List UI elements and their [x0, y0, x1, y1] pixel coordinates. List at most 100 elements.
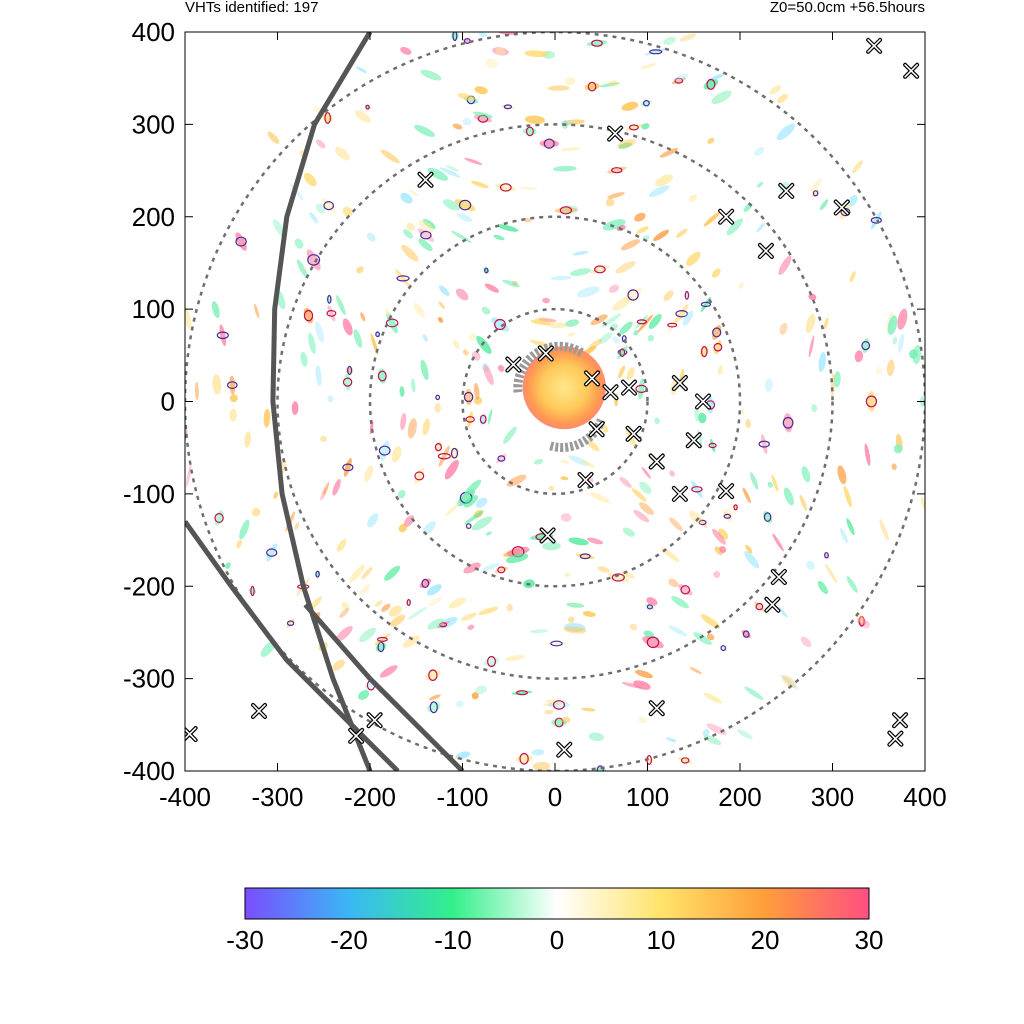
- range-ring: [276, 123, 834, 680]
- field-speckle: [366, 232, 376, 242]
- range-rings: [185, 32, 925, 771]
- field-speckle: [457, 213, 473, 223]
- field-speckle: [717, 365, 724, 376]
- contour-loop: [365, 104, 370, 110]
- contour-loop: [522, 774, 532, 779]
- field-speckle: [764, 378, 773, 392]
- field-speckle: [587, 537, 604, 545]
- contour-loop: [691, 486, 703, 493]
- field-speckle: [463, 349, 469, 356]
- field-speckle: [308, 332, 316, 354]
- field-speckle: [517, 774, 537, 780]
- field-speckle: [778, 255, 792, 275]
- field-speckle: [801, 466, 811, 483]
- y-tick-label: -400: [123, 756, 175, 786]
- contour-loop: [706, 78, 716, 90]
- field-speckle: [401, 244, 419, 262]
- contour-loop: [235, 236, 247, 247]
- contour-loop: [667, 322, 678, 328]
- field-speckle: [471, 516, 493, 531]
- field-speckle: [506, 604, 513, 612]
- field-speckle: [668, 625, 688, 637]
- vht-marker: [417, 171, 434, 188]
- field-speckle: [212, 374, 222, 395]
- field-speckle: [745, 419, 752, 429]
- field-speckle: [343, 457, 352, 477]
- field-speckle: [605, 198, 615, 207]
- field-speckle: [422, 334, 428, 342]
- contour-loop: [516, 690, 528, 696]
- contour-loop: [342, 377, 353, 387]
- contour-loop: [543, 138, 555, 149]
- colorbar-tick-label: 10: [647, 925, 676, 955]
- field-speckle: [422, 521, 436, 535]
- contour-loop: [782, 416, 794, 429]
- field-speckle: [636, 226, 649, 234]
- field-speckle: [700, 296, 712, 313]
- field-speckle: [517, 186, 538, 191]
- field-speckle: [544, 709, 554, 715]
- field-speckle: [452, 339, 460, 349]
- field-speckle: [244, 431, 252, 448]
- field-speckle: [481, 363, 490, 372]
- field-speckle: [380, 440, 390, 461]
- field-speckle: [806, 560, 815, 570]
- track-line: [185, 520, 400, 771]
- vht-marker: [718, 208, 735, 225]
- contour-loop: [421, 578, 430, 589]
- field-speckle: [474, 86, 488, 95]
- contour-loop: [216, 331, 229, 340]
- field-speckle: [487, 408, 493, 425]
- vht-marker: [903, 62, 920, 79]
- field-speckle: [335, 146, 350, 161]
- field-speckle: [668, 578, 679, 588]
- field-speckle: [581, 460, 595, 469]
- colorbar-tick-label: -20: [330, 925, 368, 955]
- field-speckle: [438, 317, 444, 323]
- x-tick-label: 200: [718, 782, 761, 812]
- vht-marker: [866, 37, 883, 54]
- contour-loop: [700, 346, 708, 358]
- field-speckle: [846, 518, 855, 536]
- y-tick-label: -300: [123, 664, 175, 694]
- field-speckle: [492, 47, 509, 56]
- eye-core: [522, 346, 606, 430]
- field-speckle: [375, 600, 383, 607]
- field-speckle: [563, 119, 585, 125]
- contour-loop: [646, 636, 660, 649]
- field-speckle: [473, 111, 493, 119]
- field-speckle: [455, 288, 469, 301]
- field-speckle: [849, 270, 856, 283]
- vht-marker: [892, 712, 909, 729]
- field-speckle: [608, 284, 620, 293]
- field-speckle: [737, 729, 753, 740]
- vht-marker: [770, 569, 787, 586]
- contour-loop: [286, 620, 295, 627]
- contour-loop: [591, 39, 603, 47]
- field-speckle: [638, 378, 645, 400]
- field-speckle: [566, 602, 585, 608]
- colorbar-tick-label: 0: [550, 925, 564, 955]
- contour-loop: [559, 206, 573, 215]
- field-speckle: [533, 459, 544, 465]
- field-speckle: [782, 675, 797, 688]
- field-speckle: [384, 565, 401, 581]
- field-speckle: [663, 37, 676, 45]
- contour-loop: [377, 370, 387, 382]
- field-speckle: [669, 517, 683, 532]
- field-speckle: [800, 636, 812, 648]
- field-speckle: [659, 148, 679, 158]
- vht-marker: [539, 527, 556, 544]
- contour-loop: [812, 190, 819, 197]
- field-speckle: [418, 238, 433, 252]
- field-speckle: [364, 465, 374, 482]
- field-speckle: [823, 317, 829, 330]
- field-speckle: [342, 318, 353, 336]
- field-speckle: [564, 572, 571, 578]
- field-speckle: [451, 230, 472, 243]
- field-speckle: [342, 206, 353, 217]
- vht-marker: [584, 370, 600, 387]
- vht-marker: [251, 702, 267, 719]
- vht-marker: [887, 730, 904, 747]
- contour-loop: [649, 49, 663, 55]
